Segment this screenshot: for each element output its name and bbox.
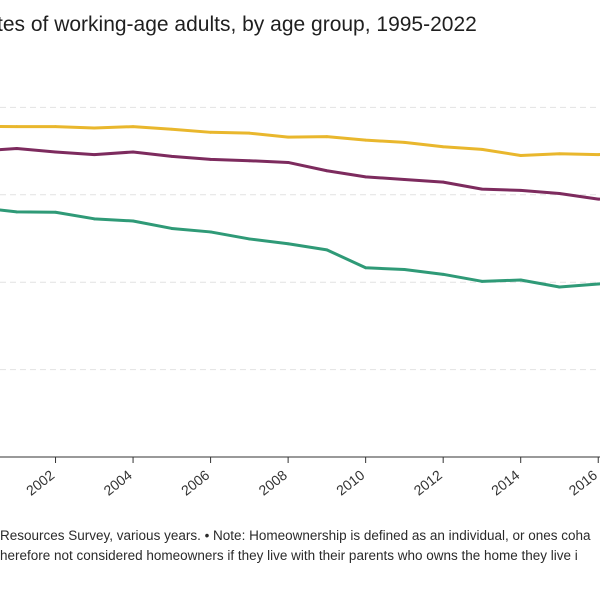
x-tick-label-2016: 2016 [566, 467, 600, 499]
data-point-oldest-age-group-2002 [54, 125, 57, 129]
data-point-middle-age-group-2002 [54, 150, 57, 154]
x-tick-label-2004: 2004 [101, 467, 136, 499]
series-line-oldest-age-group [0, 124, 600, 157]
data-point-oldest-age-group-2016 [596, 153, 600, 156]
data-point-youngest-age-group-2009 [325, 248, 329, 252]
data-point-middle-age-group-2016 [596, 197, 600, 201]
data-point-oldest-age-group-2012 [441, 145, 445, 149]
x-tick-label-2012: 2012 [411, 467, 446, 499]
data-point-oldest-age-group-2005 [170, 127, 174, 131]
data-point-oldest-age-group-2010 [364, 138, 368, 142]
x-tick-label-2010: 2010 [333, 467, 368, 499]
data-point-middle-age-group-2007 [247, 159, 251, 163]
data-point-middle-age-group-2011 [403, 178, 406, 181]
data-point-youngest-age-group-2002 [54, 210, 57, 214]
data-point-youngest-age-group-2001 [15, 210, 19, 214]
data-point-oldest-age-group-2011 [403, 140, 406, 144]
chart-title: tes of working-age adults, by age group,… [0, 13, 477, 36]
data-point-youngest-age-group-2007 [247, 237, 251, 241]
data-point-youngest-age-group-2012 [441, 272, 445, 276]
x-tick-label-2006: 2006 [178, 467, 213, 499]
data-point-middle-age-group-2004 [131, 150, 135, 154]
data-point-oldest-age-group-2006 [209, 130, 212, 134]
data-point-youngest-age-group-2013 [480, 279, 484, 283]
data-point-middle-age-group-2009 [325, 169, 329, 173]
data-point-middle-age-group-2006 [209, 158, 212, 161]
data-point-middle-age-group-2014 [519, 189, 523, 192]
data-point-oldest-age-group-2007 [247, 131, 251, 135]
data-point-oldest-age-group-2008 [286, 135, 290, 139]
data-point-youngest-age-group-2003 [92, 217, 96, 221]
data-point-youngest-age-group-2006 [209, 230, 212, 234]
x-tick-label-2014: 2014 [488, 467, 523, 499]
data-point-youngest-age-group-2011 [403, 268, 406, 271]
data-point-middle-age-group-2015 [558, 192, 561, 195]
data-point-oldest-age-group-2009 [325, 135, 329, 139]
data-point-middle-age-group-2003 [92, 153, 96, 156]
data-point-middle-age-group-2008 [286, 161, 290, 164]
data-point-youngest-age-group-2004 [131, 219, 135, 223]
data-point-youngest-age-group-2016 [596, 282, 600, 286]
data-point-oldest-age-group-2014 [519, 154, 523, 157]
data-point-oldest-age-group-2013 [480, 147, 484, 151]
x-axis: 2002 2004 2006 2008 2010 2012 2014 2016 [0, 456, 600, 499]
data-point-youngest-age-group-2014 [519, 278, 523, 282]
source-footnote-line-2: herefore not considered homeowners if th… [0, 548, 578, 563]
data-point-oldest-age-group-2015 [558, 152, 561, 156]
data-point-youngest-age-group-2010 [364, 266, 368, 270]
data-point-oldest-age-group-2001 [15, 125, 19, 129]
gridlines [0, 106, 600, 371]
data-point-middle-age-group-2013 [480, 187, 484, 191]
data-point-middle-age-group-2010 [364, 175, 368, 179]
data-point-oldest-age-group-2004 [131, 125, 135, 129]
data-point-youngest-age-group-2015 [558, 285, 561, 289]
series-lines [0, 124, 600, 289]
data-point-youngest-age-group-2008 [286, 242, 290, 246]
data-point-middle-age-group-2005 [170, 154, 174, 158]
source-footnote-line-1: Resources Survey, various years. • Note:… [0, 528, 591, 543]
data-point-middle-age-group-2012 [441, 180, 445, 184]
data-point-youngest-age-group-2005 [170, 227, 174, 230]
x-tick-label-2002: 2002 [23, 467, 58, 499]
data-point-oldest-age-group-2003 [92, 126, 96, 130]
x-tick-label-2008: 2008 [256, 467, 291, 499]
series-line-youngest-age-group [0, 208, 600, 289]
series-line-middle-age-group [0, 146, 600, 201]
data-point-middle-age-group-2001 [15, 147, 19, 150]
